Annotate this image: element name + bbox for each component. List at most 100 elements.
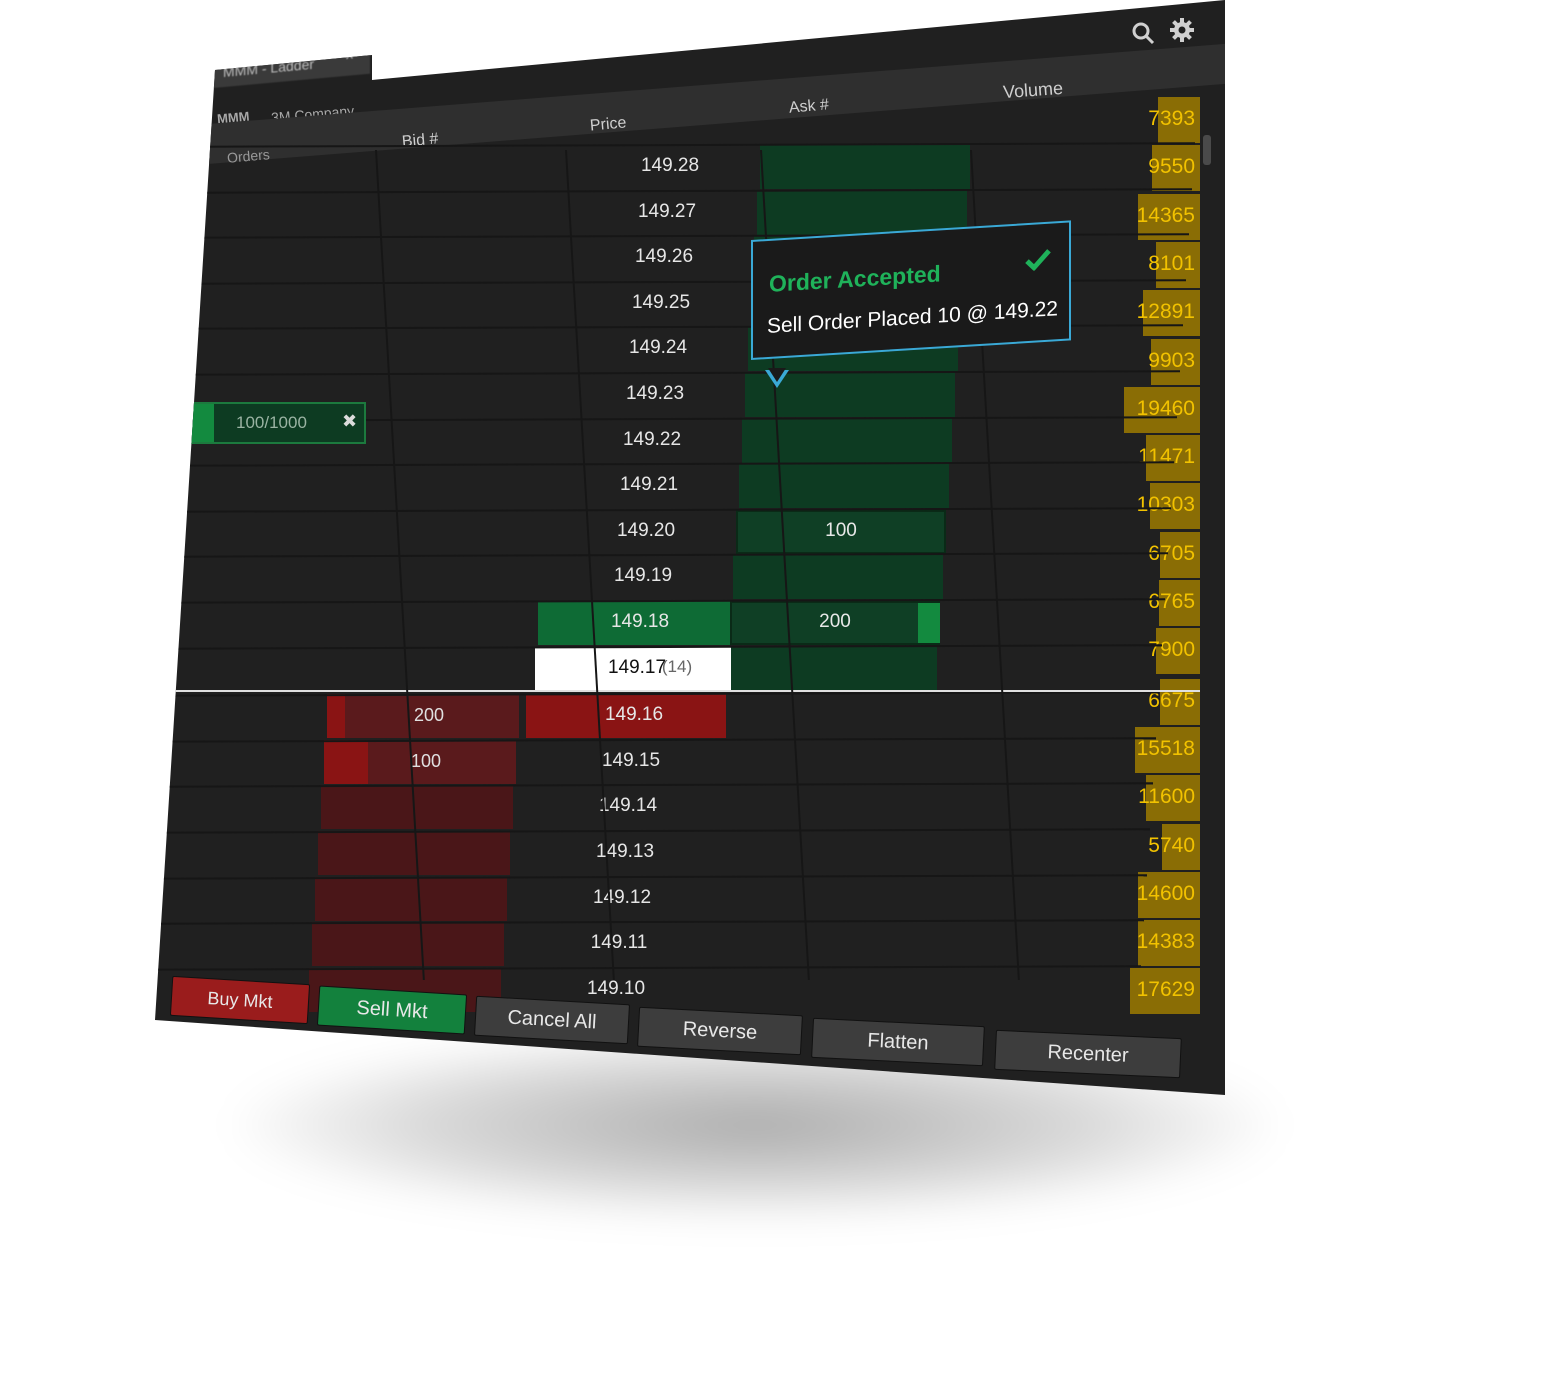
bid-size-box[interactable]	[327, 694, 519, 739]
header-orders: Orders	[226, 146, 271, 166]
volume-cell: 15518	[1136, 736, 1195, 760]
tab-close-icon[interactable]: ×	[345, 47, 354, 65]
price-cell[interactable]: 149.18	[610, 611, 670, 632]
best-ask-price-cell[interactable]	[538, 601, 734, 645]
volume-cell: 6675	[1148, 688, 1195, 712]
header-ask: Ask #	[788, 96, 830, 117]
ask-size-box[interactable]	[736, 509, 946, 554]
volume-bar	[1159, 580, 1200, 626]
last-trade-count: (14)	[661, 656, 693, 676]
gear-icon[interactable]	[1168, 16, 1196, 44]
ask-depth-bar	[918, 603, 940, 643]
reverse-button[interactable]: Reverse	[637, 1006, 803, 1056]
price-cell[interactable]: 149.21	[619, 474, 679, 496]
volume-cell: 11600	[1138, 785, 1195, 809]
price-cell[interactable]: 149.19	[613, 565, 673, 587]
ask-cell[interactable]	[760, 145, 970, 189]
volume-cell: 19460	[1136, 396, 1195, 420]
bid-depth-bar	[324, 739, 368, 784]
ask-cell[interactable]	[727, 646, 937, 691]
spread-divider	[175, 690, 1200, 693]
volume-cell: 14365	[1136, 203, 1195, 227]
volume-cell: 9550	[1148, 155, 1195, 179]
volume-bar	[1152, 145, 1200, 192]
search-icon[interactable]	[1131, 20, 1157, 46]
volume-bar	[1162, 823, 1200, 870]
volume-cell: 5740	[1148, 833, 1195, 857]
volume-cell: 6765	[1148, 590, 1195, 613]
flatten-button[interactable]: Flatten	[811, 1017, 985, 1067]
price-cell[interactable]: 149.22	[622, 428, 682, 450]
price-cell[interactable]: 149.16	[604, 704, 664, 726]
row-divider	[182, 187, 1192, 194]
ask-cell[interactable]	[757, 190, 967, 235]
working-order[interactable]: 100/1000 ✖	[190, 402, 366, 444]
volume-cell: 7900	[1148, 638, 1195, 662]
volume-cell: 17629	[1136, 978, 1195, 1002]
cancel-order-icon[interactable]: ✖	[342, 411, 358, 431]
sell-market-button[interactable]: Sell Mkt	[316, 985, 468, 1035]
bid-cell[interactable]	[321, 785, 513, 830]
price-cell[interactable]: 149.11	[590, 932, 648, 954]
header-price: Price	[589, 114, 628, 135]
buy-market-button[interactable]: Buy Mkt	[169, 975, 311, 1025]
order-toast: Order Accepted Sell Order Placed 10 @ 14…	[751, 220, 1071, 360]
volume-cell: 8101	[1148, 251, 1195, 275]
ask-cell[interactable]	[733, 555, 943, 600]
price-cell[interactable]: 149.20	[616, 519, 676, 541]
ask-cell[interactable]	[742, 418, 952, 463]
ladder-window: MMM - Ladder × MMM 3M Company Orders	[155, 0, 1225, 1095]
best-bid-price-cell[interactable]	[526, 694, 726, 739]
tab-ladder[interactable]: MMM - Ladder ×	[213, 37, 370, 88]
volume-bar	[1150, 483, 1200, 530]
volume-bar	[1130, 968, 1200, 1015]
row-divider	[158, 552, 1168, 559]
row-divider	[155, 828, 1150, 834]
row-divider	[155, 965, 1141, 971]
volume-cell: 7393	[1148, 107, 1195, 130]
row-divider	[155, 782, 1153, 789]
volume-bar	[1151, 338, 1200, 385]
volume-bar	[1146, 775, 1200, 822]
working-order-qty: 100/1000	[236, 413, 307, 432]
ask-cell[interactable]	[739, 464, 949, 509]
price-cell[interactable]: 149.28	[640, 155, 700, 176]
volume-cell: 12891	[1136, 300, 1195, 324]
volume-bar	[1124, 386, 1200, 433]
bid-cell[interactable]	[312, 922, 504, 967]
price-cell[interactable]: 149.13	[595, 841, 655, 862]
checkmark-icon	[1025, 249, 1051, 272]
last-price-cell[interactable]	[535, 646, 731, 691]
cancel-all-button[interactable]: Cancel All	[474, 995, 630, 1045]
price-cell[interactable]: 149.26	[634, 246, 694, 268]
price-cell[interactable]: 149.25	[631, 291, 691, 313]
row-divider	[155, 919, 1144, 925]
header-volume: Volume	[1002, 77, 1064, 103]
bid-cell[interactable]	[315, 876, 507, 921]
row-divider	[155, 873, 1147, 880]
row-divider	[161, 507, 1171, 513]
bid-size: 100	[410, 750, 442, 771]
volume-bar	[1138, 871, 1200, 918]
bid-depth-bar	[327, 694, 345, 739]
price-cell[interactable]: 149.23	[625, 383, 685, 404]
ask-size: 100	[825, 519, 857, 541]
price-cell[interactable]: 149.27	[637, 200, 697, 222]
price-cell[interactable]: 149.12	[592, 886, 652, 908]
tab-label: MMM - Ladder	[223, 55, 315, 81]
price-cell[interactable]: 149.17	[607, 656, 667, 678]
row-divider	[170, 370, 1180, 376]
recenter-button[interactable]: Recenter	[994, 1029, 1182, 1079]
price-cell[interactable]: 149.10	[586, 977, 646, 999]
volume-cell: 6705	[1148, 541, 1195, 565]
volume-bar	[1138, 920, 1200, 967]
volume-bar	[1143, 290, 1200, 337]
volume-bar	[1146, 435, 1200, 482]
volume-bar	[1160, 678, 1200, 725]
price-cell[interactable]: 149.24	[628, 337, 688, 359]
scrollbar[interactable]	[1203, 135, 1211, 165]
price-cell[interactable]: 149.15	[601, 749, 661, 771]
row-divider	[164, 461, 1174, 467]
price-cell[interactable]: 149.14	[598, 795, 658, 817]
toast-title: Order Accepted	[769, 260, 941, 297]
